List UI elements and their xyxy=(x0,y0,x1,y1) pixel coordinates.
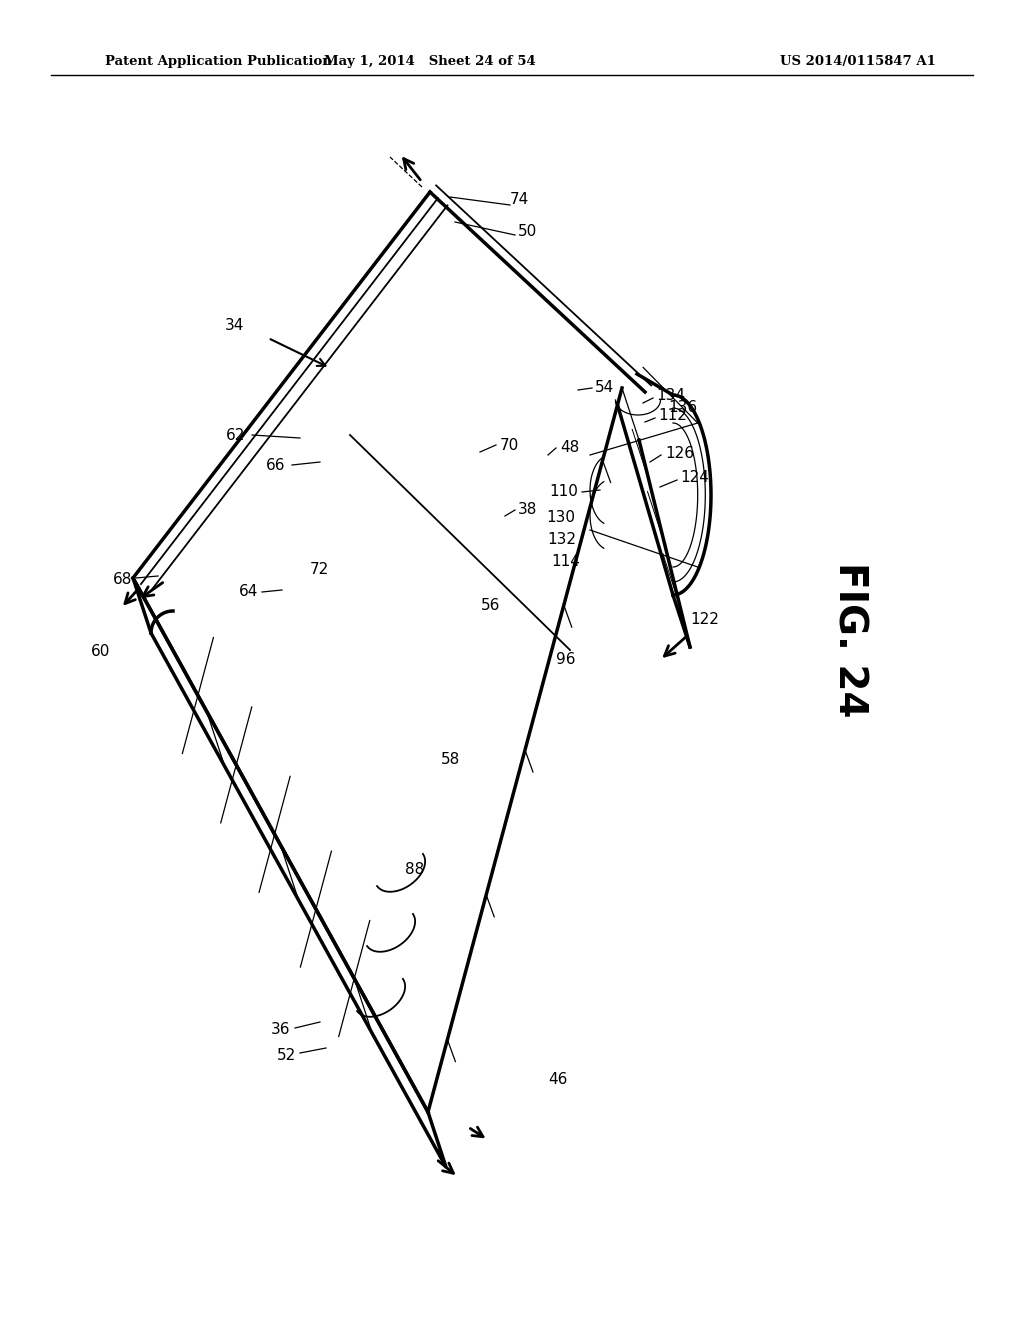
Text: 130: 130 xyxy=(546,511,575,525)
Text: 88: 88 xyxy=(406,862,424,878)
Text: 96: 96 xyxy=(556,652,575,668)
Text: 56: 56 xyxy=(480,598,500,612)
Text: 70: 70 xyxy=(500,437,519,453)
Text: 50: 50 xyxy=(518,224,538,239)
Text: 34: 34 xyxy=(225,318,245,333)
Text: 52: 52 xyxy=(276,1048,296,1063)
Text: 60: 60 xyxy=(91,644,110,660)
Text: 114: 114 xyxy=(551,554,580,569)
Text: 38: 38 xyxy=(518,503,538,517)
Text: May 1, 2014   Sheet 24 of 54: May 1, 2014 Sheet 24 of 54 xyxy=(325,55,536,69)
Text: 58: 58 xyxy=(440,752,460,767)
Text: Patent Application Publication: Patent Application Publication xyxy=(105,55,332,69)
Text: 48: 48 xyxy=(560,441,580,455)
Text: 66: 66 xyxy=(265,458,285,473)
Text: 72: 72 xyxy=(310,562,330,578)
Text: 126: 126 xyxy=(665,446,694,461)
Text: 132: 132 xyxy=(547,532,575,548)
Text: 110: 110 xyxy=(549,484,578,499)
Polygon shape xyxy=(133,578,446,1167)
Text: FIG. 24: FIG. 24 xyxy=(831,562,869,718)
Text: 68: 68 xyxy=(113,573,132,587)
Text: 46: 46 xyxy=(548,1072,567,1088)
Text: US 2014/0115847 A1: US 2014/0115847 A1 xyxy=(780,55,936,69)
Text: 74: 74 xyxy=(510,193,529,207)
Text: 122: 122 xyxy=(690,612,719,627)
Text: 36: 36 xyxy=(270,1023,290,1038)
Text: 62: 62 xyxy=(225,428,245,442)
Text: 112: 112 xyxy=(658,408,687,424)
Text: 134: 134 xyxy=(656,388,685,404)
Text: 124: 124 xyxy=(680,470,709,486)
Text: 64: 64 xyxy=(239,585,258,599)
Text: 54: 54 xyxy=(595,380,614,396)
Text: 136: 136 xyxy=(668,400,697,416)
